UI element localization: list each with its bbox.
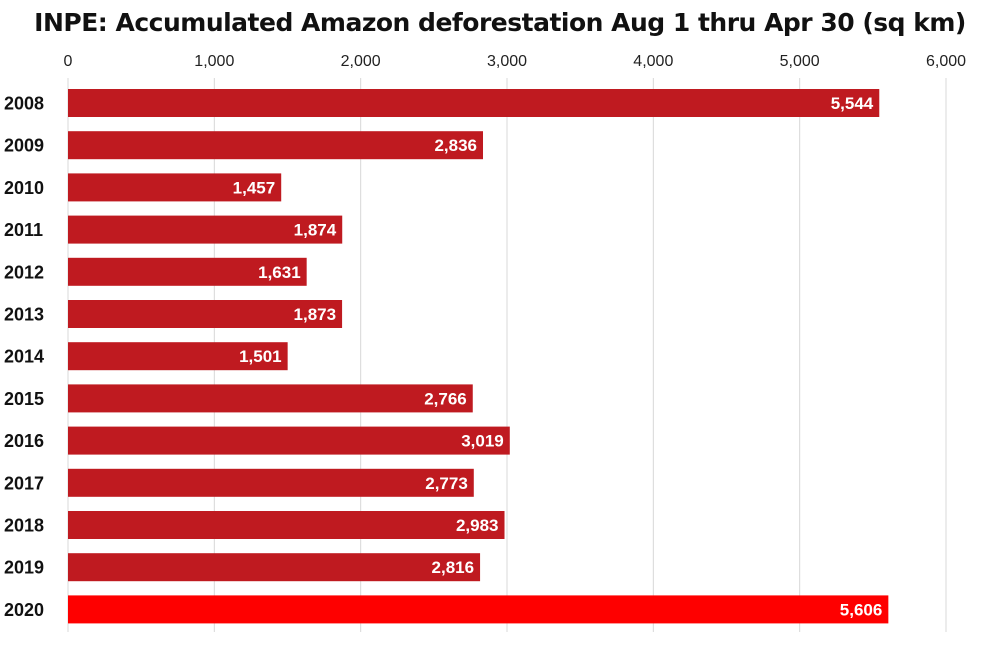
category-label: 2009 [4,136,44,156]
bar-2011 [68,215,343,244]
data-label: 3,019 [461,432,504,451]
bar-2010 [68,173,282,202]
category-label: 2017 [4,473,44,493]
category-label: 2014 [4,347,44,367]
bar-2017 [68,468,474,497]
data-label: 1,874 [294,221,337,240]
category-label: 2015 [4,389,44,409]
category-labels: 2008 2009 2010 2011 2012 2013 2014 2015 2016 2017… [4,94,44,620]
bar-2009 [68,131,484,160]
x-tick-label: 0 [64,53,73,70]
bar-2014 [68,342,288,371]
category-label: 2016 [4,431,44,451]
category-label: 2010 [4,178,44,198]
x-axis-ticks: 0 1,000 2,000 3,000 4,000 5,000 6,000 [64,53,967,70]
bar-2012 [68,257,307,286]
data-label: 2,773 [425,474,468,493]
category-label: 2013 [4,305,44,325]
x-tick-label: 5,000 [780,53,820,70]
x-tick-label: 1,000 [194,53,234,70]
x-tick-label: 6,000 [926,53,966,70]
data-label: 2,836 [434,136,477,155]
bar-2015 [68,384,473,413]
data-label: 1,457 [233,178,276,197]
data-labels: 5,544 2,836 1,457 1,874 1,631 1,873 1,501 2,766… [233,94,883,619]
category-label: 2012 [4,262,44,282]
x-tick-label: 4,000 [633,53,673,70]
category-label: 2008 [4,94,44,114]
category-label: 2019 [4,558,44,578]
data-label: 5,606 [840,600,883,619]
bar-2013 [68,300,343,328]
data-label: 1,631 [258,263,301,282]
category-label: 2018 [4,516,44,536]
bar-2008 [68,89,880,117]
chart-title: INPE: Accumulated Amazon deforestation A… [34,8,966,37]
x-tick-label: 3,000 [487,53,527,70]
bar-2020 [68,595,889,624]
data-label: 2,983 [456,516,499,535]
data-label: 1,873 [294,305,337,324]
data-label: 5,544 [831,94,874,113]
bars [68,89,889,624]
bar-2016 [68,426,510,455]
data-label: 2,816 [432,558,475,577]
data-label: 1,501 [239,347,282,366]
category-label: 2020 [4,600,44,620]
x-tick-label: 2,000 [341,53,381,70]
bar-2019 [68,553,481,582]
bar-2018 [68,511,505,539]
data-label: 2,766 [424,389,467,408]
category-label: 2011 [4,220,43,240]
